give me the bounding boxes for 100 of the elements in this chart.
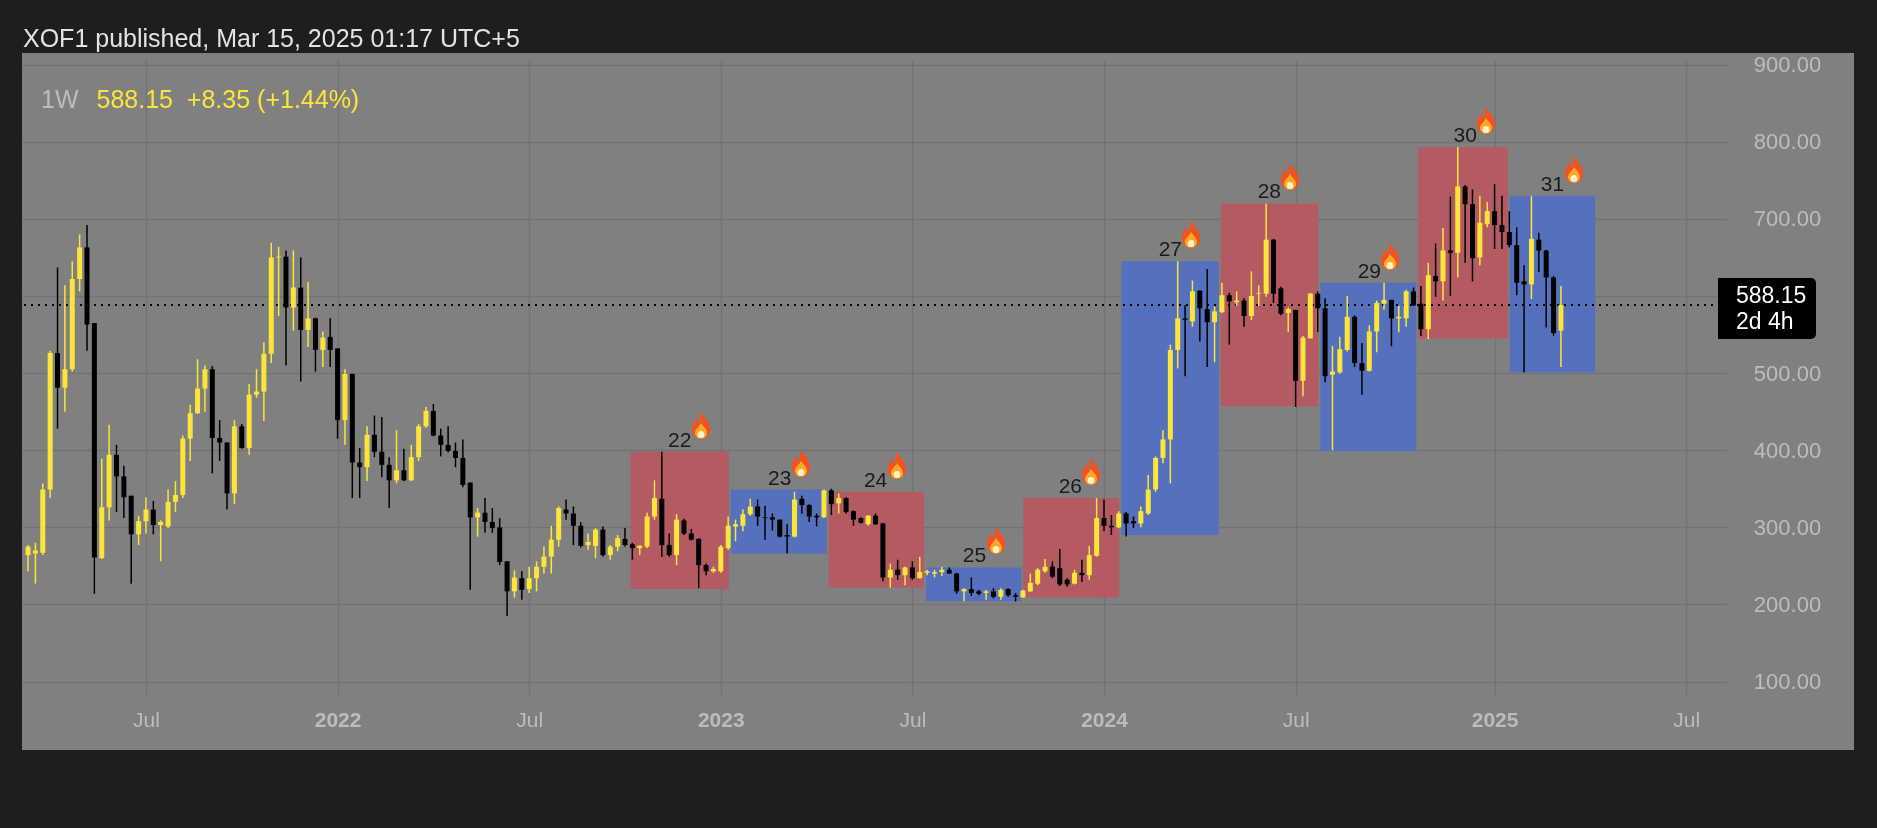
candlestick xyxy=(1160,429,1166,465)
annotation: 30 xyxy=(1453,123,1477,147)
candlestick xyxy=(239,423,245,450)
candlestick xyxy=(320,330,326,368)
candlestick xyxy=(725,515,731,551)
candlestick xyxy=(1536,232,1542,273)
ref-line-label: 588.15 xyxy=(1736,282,1807,309)
candlestick xyxy=(1256,284,1262,307)
y-tick-label: 500.00 xyxy=(1753,360,1822,386)
x-tick-label: Jul xyxy=(516,707,544,731)
candlestick xyxy=(762,505,768,541)
y-tick-label: 400.00 xyxy=(1753,437,1822,463)
candlestick xyxy=(62,284,68,413)
candlestick xyxy=(1197,289,1203,343)
candlestick xyxy=(489,507,495,534)
y-tick-label: 900.00 xyxy=(1753,52,1822,78)
candlestick xyxy=(983,589,989,601)
candlestick xyxy=(394,429,400,485)
candlestick xyxy=(305,281,311,348)
candlestick xyxy=(526,565,532,594)
candlestick xyxy=(136,515,142,546)
y-tick-label: 700.00 xyxy=(1753,206,1822,232)
chart-title: XOF1 published, Mar 15, 2025 01:17 UTC+5 xyxy=(23,23,520,53)
candlestick xyxy=(1248,270,1254,321)
annotation: 24 xyxy=(863,467,888,491)
candlestick xyxy=(1359,342,1365,396)
candlestick xyxy=(1101,498,1107,532)
candlestick xyxy=(1484,201,1490,229)
candlestick xyxy=(202,364,208,413)
candlestick xyxy=(968,576,974,597)
candlestick xyxy=(534,560,540,593)
candlestick xyxy=(32,542,38,585)
x-tick-label: 2024 xyxy=(1081,707,1129,731)
candlestick xyxy=(1499,194,1505,250)
candlestick xyxy=(386,456,392,509)
annotation: 22 xyxy=(668,427,692,451)
annotation: 588.15 +8.35 (+1.44%) xyxy=(96,85,360,113)
candlestick xyxy=(408,444,414,482)
candlestick xyxy=(1462,184,1468,264)
candlestick xyxy=(1433,242,1439,298)
candlestick xyxy=(121,464,127,519)
candlestick xyxy=(784,523,790,555)
candlestick xyxy=(593,527,599,559)
x-tick-label: 2025 xyxy=(1471,707,1519,731)
candlestick xyxy=(452,441,458,468)
annotation: 25 xyxy=(962,543,987,567)
candlestick xyxy=(113,444,119,513)
candlestick xyxy=(651,479,657,521)
candlestick xyxy=(887,562,893,589)
candlestick xyxy=(482,497,488,534)
candlestick xyxy=(290,249,296,332)
candlestick xyxy=(828,488,834,516)
candlestick xyxy=(1241,297,1247,328)
candlestick xyxy=(733,518,739,542)
candlestick xyxy=(519,570,525,601)
candlestick xyxy=(1219,282,1225,314)
candlestick xyxy=(379,416,385,478)
price-tag: 588.15 2d 4h xyxy=(1718,278,1817,340)
candlestick xyxy=(1123,511,1129,538)
annotation: 23 xyxy=(768,465,792,489)
x-tick-label: Jul xyxy=(1282,707,1310,731)
candlestick xyxy=(836,492,842,515)
candlestick xyxy=(1447,195,1453,297)
candlestick xyxy=(578,521,584,549)
candlestick xyxy=(1138,505,1144,529)
bar xyxy=(1121,261,1219,536)
candlestick xyxy=(895,558,901,581)
candlestick xyxy=(511,569,517,599)
candlestick xyxy=(371,414,377,458)
y-tick-label: 200.00 xyxy=(1753,591,1822,617)
candlestick xyxy=(1329,345,1335,451)
x-tick-label: Jul xyxy=(1673,707,1701,731)
x-tick-label: 2023 xyxy=(697,707,745,731)
candlestick xyxy=(622,527,628,548)
text: 1W xyxy=(41,85,79,113)
bar xyxy=(828,491,925,588)
candlestick xyxy=(1381,282,1387,311)
candlestick xyxy=(1057,548,1063,587)
candlestick xyxy=(1388,299,1394,347)
candlestick xyxy=(1492,183,1498,250)
candlestick xyxy=(740,508,746,532)
y-tick-label: 300.00 xyxy=(1753,514,1822,540)
x-tick-label: Jul xyxy=(133,707,160,731)
candlestick xyxy=(327,317,333,368)
candlestick xyxy=(570,505,576,546)
candlestick xyxy=(150,500,156,536)
candlestick xyxy=(1285,306,1291,333)
candlestick xyxy=(541,545,547,575)
candlestick xyxy=(666,532,672,558)
candlestick xyxy=(1212,306,1218,364)
candlestick xyxy=(217,419,223,462)
annotation: 27 xyxy=(1158,237,1183,261)
x-tick-label: Jul xyxy=(899,707,927,731)
candlestick xyxy=(423,406,429,429)
annotation: 31 xyxy=(1540,171,1565,195)
candlestick xyxy=(585,532,591,551)
candlestick xyxy=(438,427,444,458)
y-tick-label: 100.00 xyxy=(1753,669,1822,695)
annotation: 28 xyxy=(1257,179,1281,203)
candlestick xyxy=(548,525,554,575)
